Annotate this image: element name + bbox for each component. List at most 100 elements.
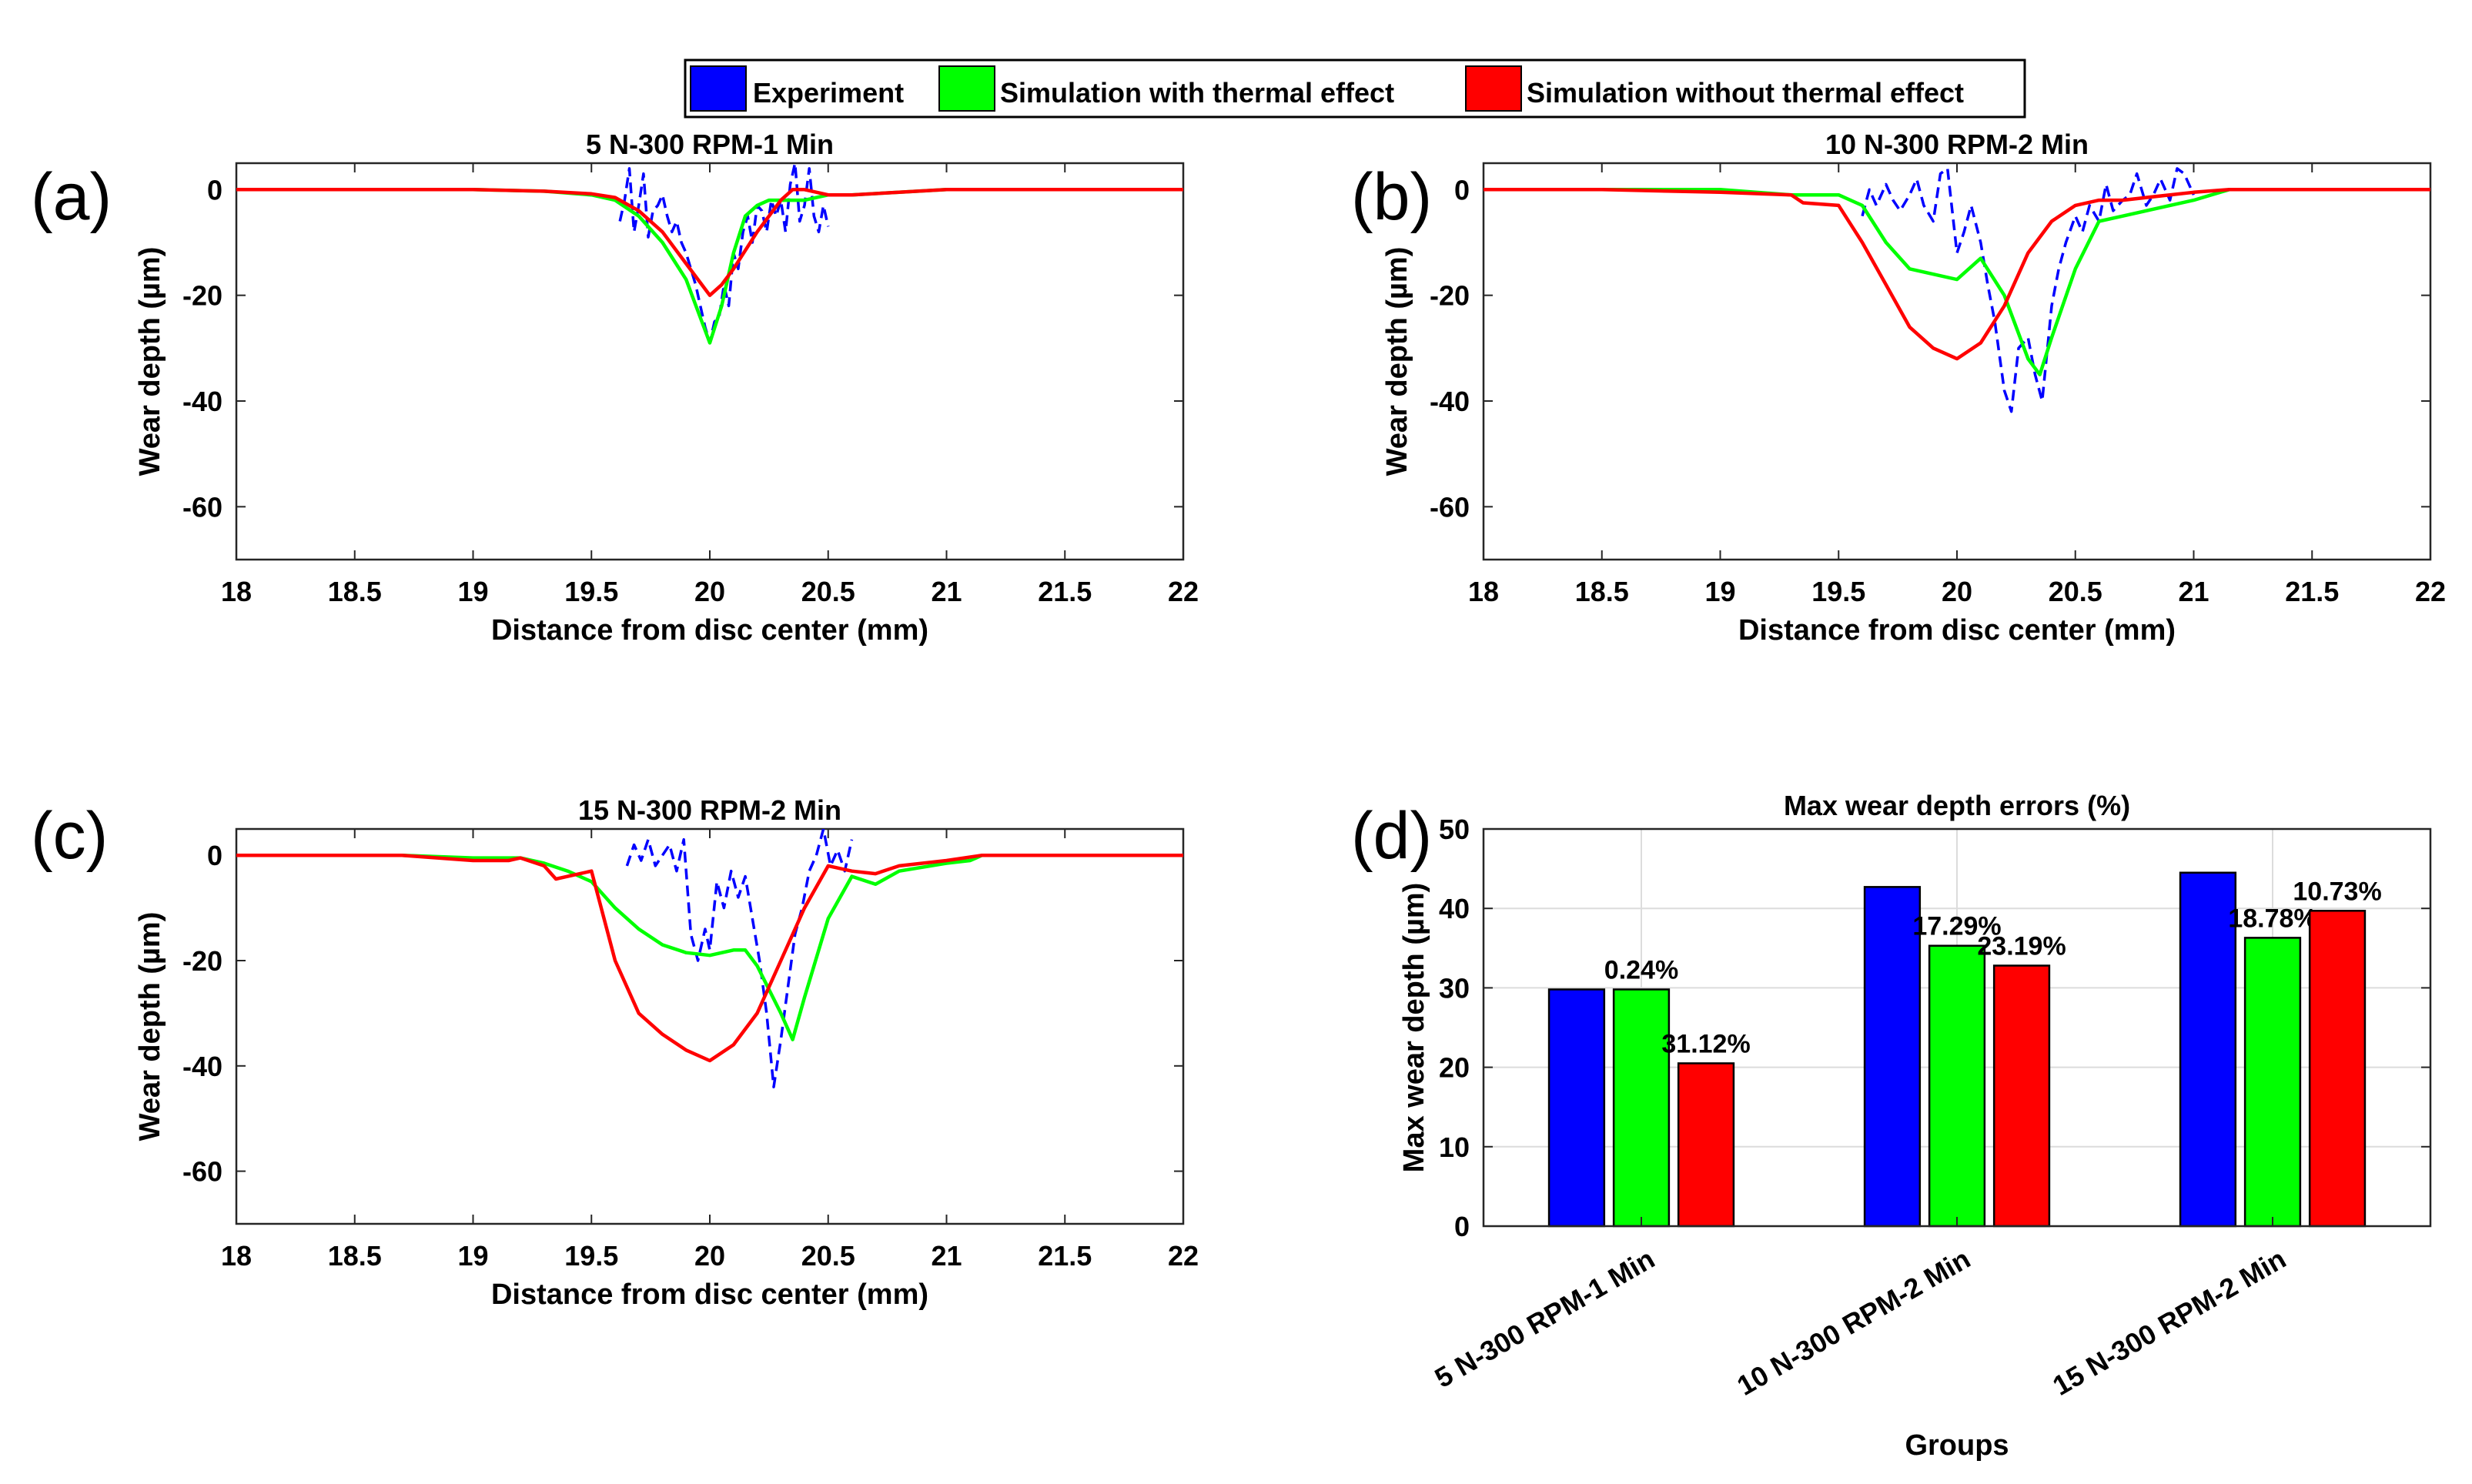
legend-swatch-experiment xyxy=(690,65,747,112)
data-label: 23.19% xyxy=(1977,932,2066,961)
x-tick-label: 18 xyxy=(221,1240,252,1272)
x-tick-label: 19 xyxy=(1704,576,1735,607)
panel-letter-c: (c) xyxy=(31,799,108,873)
y-tick-label: 20 xyxy=(1439,1052,1470,1084)
plot-a: 18 18.5 19 19.5 20 20.5 21 21.5 22 0 -20 -40 -60 5 N-… xyxy=(134,129,1199,647)
x-tick-label: 20 xyxy=(1942,576,1972,607)
x-tick-label: 19.5 xyxy=(1811,576,1865,607)
data-label: 18.78% xyxy=(2228,904,2316,933)
x-tick-label: 5 N-300 RPM-1 Min xyxy=(1430,1242,1660,1394)
x-tick-label: 20 xyxy=(694,1240,725,1272)
y-axis-label: Wear depth (µm) xyxy=(134,912,166,1141)
plot-c: 18 18.5 19 19.5 20 20.5 21 21.5 22 0 -20 -40 -60 15 N… xyxy=(134,794,1199,1311)
x-tick-label: 10 N-300 RPM-2 Min xyxy=(1731,1242,1975,1402)
y-axis-label: Wear depth (µm) xyxy=(134,247,166,476)
x-tick-label: 18 xyxy=(221,576,252,607)
bar xyxy=(1928,944,1986,1228)
panel-letter-a: (a) xyxy=(31,160,112,234)
x-tick-label: 20.5 xyxy=(801,576,855,607)
x-tick-label: 18.5 xyxy=(328,576,382,607)
legend-swatch-sim-no-thermal xyxy=(1465,65,1522,112)
panel-letter-d: (d) xyxy=(1351,799,1432,873)
y-tick-label: 0 xyxy=(207,840,222,871)
bar xyxy=(1547,988,1606,1228)
data-label: 10.73% xyxy=(2293,877,2381,906)
series-line-experiment xyxy=(625,829,854,1088)
chart-title: 15 N-300 RPM-2 Min xyxy=(578,794,841,826)
bar xyxy=(2308,910,2367,1228)
data-label: 17.29% xyxy=(1912,912,2001,941)
y-tick-label: -20 xyxy=(1430,280,1470,312)
y-axis-label: Wear depth (µm) xyxy=(1381,247,1413,476)
y-tick-label: 0 xyxy=(1454,1211,1470,1242)
x-tick-label: 19 xyxy=(457,1240,488,1272)
x-axis-label: Groups xyxy=(1905,1429,2009,1462)
x-tick-label: 21.5 xyxy=(1038,1240,1092,1272)
chart-title: Max wear depth errors (%) xyxy=(1784,790,2130,821)
legend: Experiment Simulation with thermal effec… xyxy=(684,58,2026,119)
series-line-simulation-with-thermal-effect xyxy=(1484,188,2430,376)
x-tick-label: 22 xyxy=(1168,576,1199,607)
plot-area xyxy=(235,162,1185,561)
x-tick-label: 21.5 xyxy=(1038,576,1092,607)
y-tick-label: -40 xyxy=(182,1051,222,1082)
x-tick-label: 18 xyxy=(1468,576,1499,607)
plot-area xyxy=(1482,162,2432,561)
series-line-experiment xyxy=(1861,167,2196,413)
x-tick-label: 22 xyxy=(1168,1240,1199,1272)
y-tick-label: 50 xyxy=(1439,814,1470,845)
x-tick-label: 20.5 xyxy=(2049,576,2102,607)
x-tick-label: 21.5 xyxy=(2285,576,2339,607)
x-axis-label: Distance from disc center (mm) xyxy=(1738,614,2176,647)
x-tick-label: 18.5 xyxy=(1575,576,1629,607)
y-tick-label: 10 xyxy=(1439,1131,1470,1163)
x-tick-label: 21 xyxy=(931,576,962,607)
x-tick-label: 19.5 xyxy=(564,1240,618,1272)
x-tick-label: 20.5 xyxy=(801,1240,855,1272)
panel-letter-b: (b) xyxy=(1351,160,1432,234)
plot-d: 0.24% 17.29% 18.78% 31.12% 23.19% 10.73% 0 10 20… xyxy=(1398,790,2432,1462)
y-tick-label: 40 xyxy=(1439,893,1470,924)
x-axis-label: Distance from disc center (mm) xyxy=(491,614,928,647)
x-tick-label: 18.5 xyxy=(328,1240,382,1272)
bar xyxy=(1992,964,2051,1228)
x-axis-label: Distance from disc center (mm) xyxy=(491,1278,928,1311)
chart-title: 5 N-300 RPM-1 Min xyxy=(586,129,834,160)
y-tick-label: 0 xyxy=(207,174,222,206)
bar xyxy=(2243,937,2302,1228)
x-tick-label: 21 xyxy=(931,1240,962,1272)
y-tick-label: 0 xyxy=(1454,174,1470,206)
y-tick-label: -40 xyxy=(1430,386,1470,417)
series-line-simulation-without-thermal-effect xyxy=(236,853,1183,1063)
y-tick-label: -20 xyxy=(182,945,222,977)
x-tick-label: 20 xyxy=(694,576,725,607)
data-label: 0.24% xyxy=(1604,955,1678,984)
bar xyxy=(2179,871,2237,1228)
y-tick-label: -40 xyxy=(182,386,222,417)
legend-label-experiment: Experiment xyxy=(753,77,904,109)
plot-b: 18 18.5 19 19.5 20 20.5 21 21.5 22 0 -20 -40 -60 10 N… xyxy=(1381,129,2446,647)
y-tick-label: -60 xyxy=(1430,491,1470,523)
plot-area xyxy=(235,827,1185,1225)
x-tick-label: 22 xyxy=(2415,576,2446,607)
legend-box xyxy=(684,58,2026,119)
legend-label-sim-no-thermal: Simulation without thermal effect xyxy=(1527,77,1964,109)
y-tick-label: -20 xyxy=(182,280,222,312)
y-tick-label: 30 xyxy=(1439,972,1470,1004)
bar xyxy=(1863,886,1922,1228)
x-tick-label: 19.5 xyxy=(564,576,618,607)
series-line-simulation-without-thermal-effect xyxy=(1484,188,2430,361)
x-tick-label: 21 xyxy=(2178,576,2209,607)
bar xyxy=(1677,1062,1735,1228)
chart-title: 10 N-300 RPM-2 Min xyxy=(1825,129,2089,160)
series-line-experiment xyxy=(618,163,830,345)
x-tick-label: 15 N-300 RPM-2 Min xyxy=(2047,1242,2291,1402)
data-label: 31.12% xyxy=(1661,1029,1750,1058)
y-tick-label: -60 xyxy=(182,491,222,523)
legend-swatch-sim-thermal xyxy=(938,65,995,112)
y-tick-label: -60 xyxy=(182,1156,222,1188)
x-tick-label: 19 xyxy=(457,576,488,607)
y-axis-label: Max wear depth (µm) xyxy=(1398,883,1430,1173)
legend-label-sim-thermal: Simulation with thermal effect xyxy=(1000,77,1394,109)
